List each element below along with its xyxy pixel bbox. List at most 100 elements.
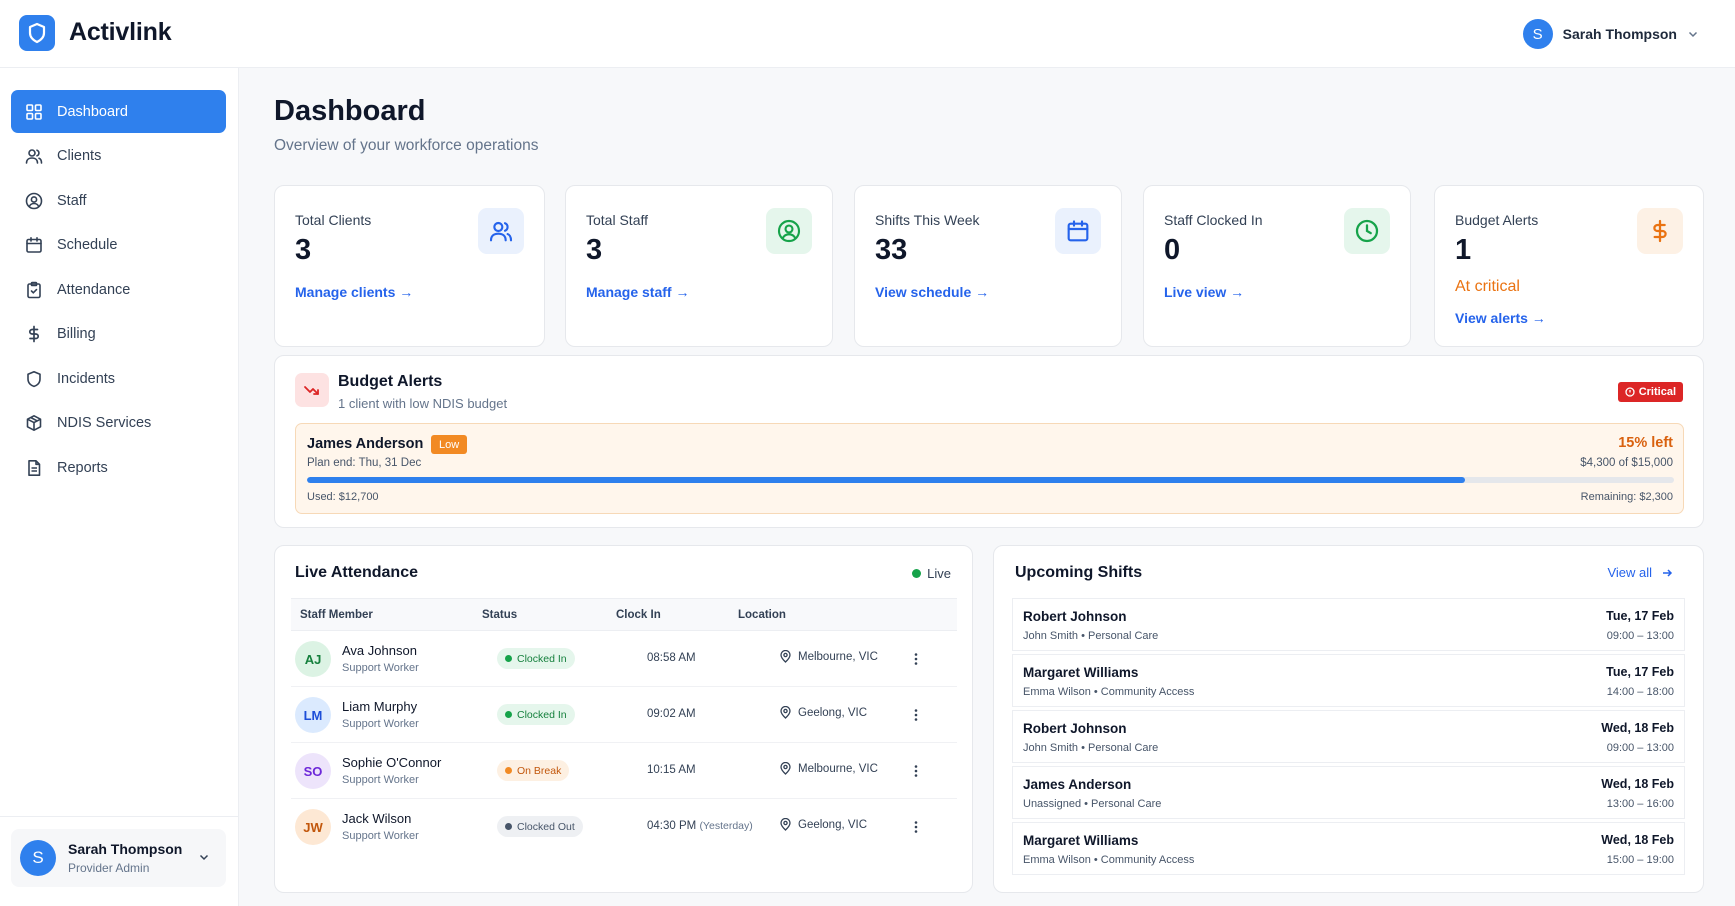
budget-alerts-title: Budget Alerts	[338, 373, 443, 390]
column-header-clock-in[interactable]: Clock In	[616, 609, 661, 621]
status-label: Clocked In	[517, 652, 567, 665]
shift-client: James Anderson	[1023, 777, 1132, 792]
shift-client: Robert Johnson	[1023, 721, 1127, 736]
status-badge: On Break	[497, 760, 570, 781]
shift-client: Margaret Williams	[1023, 833, 1139, 848]
stat-link[interactable]: Live view →	[1164, 284, 1245, 300]
logo-shield-icon[interactable]	[19, 15, 55, 51]
page-title: Dashboard	[274, 95, 426, 127]
stat-value: 3	[295, 234, 312, 266]
column-header-location[interactable]: Location	[738, 609, 786, 621]
table-row[interactable]: LM Liam Murphy Support Worker Clocked In…	[291, 687, 957, 743]
box-icon	[25, 414, 43, 432]
shift-item[interactable]: Robert Johnson John Smith • Personal Car…	[1012, 710, 1685, 763]
sidebar-item-incidents[interactable]: Incidents	[11, 357, 226, 400]
stat-value: 1	[1455, 234, 1472, 266]
remaining-amount: Remaining: $2,300	[1580, 491, 1673, 503]
clock-in-time: 09:02 AM	[647, 708, 696, 720]
status-label: Clocked Out	[517, 820, 575, 833]
avatar: JW	[295, 809, 331, 845]
level-badge: Low	[431, 435, 468, 454]
sidebar-item-schedule[interactable]: Schedule	[11, 224, 226, 267]
dollar-icon	[1637, 208, 1683, 254]
shift-date: Tue, 17 Feb	[1606, 665, 1674, 679]
staff-name: Ava Johnson	[342, 643, 417, 658]
map-pin-icon	[780, 762, 791, 775]
shift-item[interactable]: Robert Johnson John Smith • Personal Car…	[1012, 598, 1685, 651]
shield-icon	[25, 370, 43, 388]
clock-icon	[1344, 208, 1390, 254]
sidebar-item-staff[interactable]: Staff	[11, 179, 226, 222]
clipboard-icon	[25, 281, 43, 299]
avatar: LM	[295, 697, 331, 733]
clock-in-value: 09:02 AM	[647, 708, 696, 720]
stat-label: Total Clients	[295, 212, 372, 228]
alert-client-name: James Anderson	[307, 436, 424, 452]
sidebar-item-label: Dashboard	[57, 103, 128, 120]
more-options-icon[interactable]	[908, 706, 924, 724]
sidebar-item-label: Billing	[57, 326, 96, 342]
more-options-icon[interactable]	[908, 818, 924, 836]
view-all-label: View all	[1607, 565, 1652, 580]
user-menu[interactable]: S Sarah Thompson	[1522, 19, 1699, 49]
staff-role: Support Worker	[342, 774, 419, 786]
stat-link[interactable]: View alerts →	[1455, 310, 1546, 326]
table-row[interactable]: JW Jack Wilson Support Worker Clocked Ou…	[291, 799, 957, 855]
sidebar-item-label: Staff	[57, 192, 87, 209]
shift-item[interactable]: Margaret Williams Emma Wilson • Communit…	[1012, 654, 1685, 707]
column-header-staff[interactable]: Staff Member	[300, 609, 373, 621]
stat-link[interactable]: Manage clients →	[295, 284, 414, 300]
page-subtitle: Overview of your workforce operations	[274, 137, 539, 154]
shift-client: Robert Johnson	[1023, 609, 1127, 624]
sidebar-item-clients[interactable]: Clients	[11, 135, 226, 178]
clock-in-time: 08:58 AM	[647, 652, 696, 664]
view-all-link[interactable]: View all	[1607, 565, 1673, 580]
staff-role: Support Worker	[342, 718, 419, 730]
table-row[interactable]: AJ Ava Johnson Support Worker Clocked In…	[291, 631, 957, 687]
used-amount: Used: $12,700	[307, 491, 379, 503]
status-dot-icon	[505, 655, 512, 662]
budget-alert-item[interactable]: James Anderson Low Plan end: Thu, 31 Dec…	[295, 423, 1684, 514]
staff-name: Sophie O'Connor	[342, 755, 442, 770]
sidebar-item-dashboard[interactable]: Dashboard	[11, 90, 226, 133]
shift-item[interactable]: Margaret Williams Emma Wilson • Communit…	[1012, 822, 1685, 875]
shift-date: Wed, 18 Feb	[1601, 833, 1674, 847]
stat-link[interactable]: View schedule →	[875, 284, 990, 300]
upcoming-shifts-panel: Upcoming Shifts View all Robert Johnson …	[993, 545, 1704, 893]
sidebar-user-name: Sarah Thompson	[68, 841, 183, 857]
sidebar-item-attendance[interactable]: Attendance	[11, 268, 226, 311]
brand-name: Activlink	[69, 18, 172, 46]
shift-time: 14:00 – 18:00	[1606, 686, 1674, 698]
sidebar-footer: S Sarah Thompson Provider Admin	[0, 816, 239, 906]
sidebar-item-billing[interactable]: Billing	[11, 313, 226, 356]
sidebar-item-label: Incidents	[57, 370, 116, 387]
sidebar-user-menu[interactable]: S Sarah Thompson Provider Admin	[11, 829, 226, 887]
budget-amount: $4,300 of $15,000	[1580, 457, 1673, 469]
status-label: Clocked In	[517, 708, 567, 721]
location: Melbourne, VIC	[780, 650, 878, 663]
status-label: On Break	[517, 764, 562, 777]
map-pin-icon	[780, 650, 791, 663]
sidebar-item-reports[interactable]: Reports	[11, 446, 226, 489]
shift-date: Wed, 18 Feb	[1601, 721, 1674, 735]
stat-label: Budget Alerts	[1455, 212, 1539, 228]
table-header: Staff Member Status Clock In Location	[291, 598, 957, 631]
stat-link[interactable]: Manage staff →	[586, 284, 690, 300]
shift-item[interactable]: James Anderson Unassigned • Personal Car…	[1012, 766, 1685, 819]
budget-progress-fill	[307, 477, 1465, 483]
file-icon	[25, 459, 43, 477]
staff-name: Jack Wilson	[342, 811, 412, 826]
location-label: Melbourne, VIC	[798, 762, 878, 775]
budget-alerts-panel: Budget Alerts 1 client with low NDIS bud…	[274, 355, 1704, 528]
clock-in-time: 04:30 PM (Yesterday)	[647, 820, 753, 832]
shift-date: Wed, 18 Feb	[1601, 777, 1674, 791]
more-options-icon[interactable]	[908, 762, 924, 780]
sidebar-item-ndis-services[interactable]: NDIS Services	[11, 402, 226, 445]
staff-role: Support Worker	[342, 662, 419, 674]
table-row[interactable]: SO Sophie O'Connor Support Worker On Bre…	[291, 743, 957, 799]
sidebar-user-role: Provider Admin	[68, 861, 150, 875]
shift-meta: John Smith • Personal Care	[1023, 742, 1159, 754]
status-dot-icon	[505, 711, 512, 718]
column-header-status[interactable]: Status	[482, 609, 518, 621]
more-options-icon[interactable]	[908, 650, 924, 668]
